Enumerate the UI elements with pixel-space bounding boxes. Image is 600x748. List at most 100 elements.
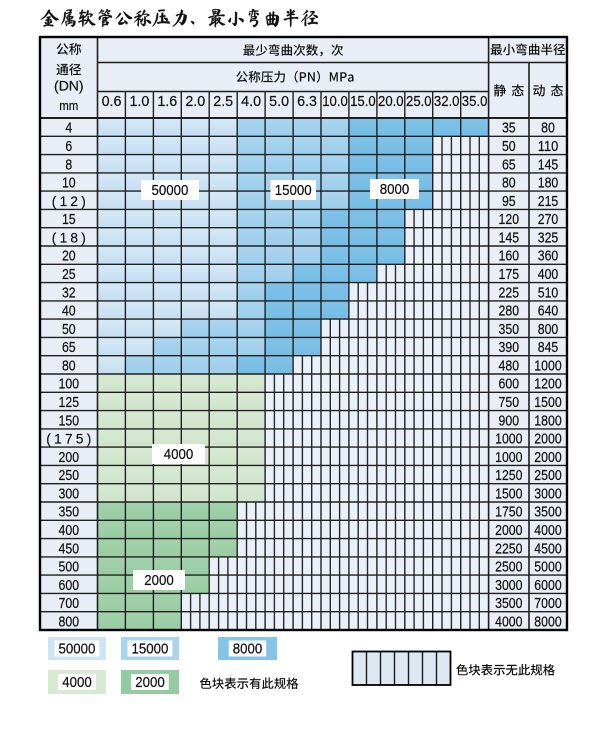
svg-text:180: 180 (538, 176, 559, 192)
svg-text:4500: 4500 (534, 541, 561, 557)
svg-text:280: 280 (499, 304, 520, 320)
svg-text:25: 25 (62, 267, 76, 283)
svg-text:6: 6 (65, 139, 72, 155)
svg-text:4.0: 4.0 (241, 94, 261, 110)
svg-text:65: 65 (502, 157, 516, 173)
svg-text:1.6: 1.6 (157, 94, 177, 110)
svg-text:32: 32 (62, 285, 76, 301)
svg-text:3000: 3000 (495, 578, 522, 594)
svg-text:2000: 2000 (135, 675, 165, 691)
svg-text:mm: mm (59, 98, 78, 113)
svg-text:20.0: 20.0 (378, 94, 404, 110)
svg-text:65: 65 (62, 340, 76, 356)
svg-text:2000: 2000 (495, 523, 522, 539)
svg-text:15000: 15000 (275, 183, 312, 199)
svg-text:50000: 50000 (59, 642, 96, 658)
svg-text:2.5: 2.5 (213, 94, 233, 110)
svg-text:700: 700 (59, 596, 80, 612)
svg-text:40: 40 (62, 304, 76, 320)
svg-text:110: 110 (538, 139, 559, 155)
svg-text:0.6: 0.6 (102, 94, 122, 110)
svg-text:480: 480 (499, 359, 520, 375)
svg-text:8000: 8000 (534, 615, 561, 631)
svg-text:5000: 5000 (534, 560, 561, 576)
svg-text:900: 900 (499, 413, 520, 429)
svg-text:3000: 3000 (534, 487, 561, 503)
svg-text:5.0: 5.0 (269, 94, 289, 110)
svg-text:400: 400 (538, 267, 559, 283)
svg-text:25.0: 25.0 (406, 94, 432, 110)
svg-text:160: 160 (499, 249, 520, 265)
svg-text:640: 640 (538, 304, 559, 320)
svg-text:1750: 1750 (495, 505, 522, 521)
svg-text:450: 450 (59, 541, 80, 557)
svg-text:1000: 1000 (495, 450, 522, 466)
svg-text:600: 600 (499, 377, 520, 393)
svg-text:1800: 1800 (534, 413, 561, 429)
svg-text:2000: 2000 (534, 432, 561, 448)
svg-text:400: 400 (59, 523, 80, 539)
svg-text:1200: 1200 (534, 377, 561, 393)
svg-text:8: 8 (65, 157, 72, 173)
svg-text:50: 50 (62, 322, 76, 338)
svg-text:35: 35 (502, 121, 516, 137)
svg-text:3500: 3500 (534, 505, 561, 521)
svg-text:3500: 3500 (495, 596, 522, 612)
svg-text:250: 250 (59, 468, 80, 484)
svg-text:1000: 1000 (495, 432, 522, 448)
svg-text:7000: 7000 (534, 596, 561, 612)
svg-text:80: 80 (502, 176, 516, 192)
svg-text:1500: 1500 (495, 487, 522, 503)
svg-text:32.0: 32.0 (434, 94, 460, 110)
svg-text:4000: 4000 (164, 447, 194, 463)
svg-text:1.0: 1.0 (129, 94, 149, 110)
svg-text:4000: 4000 (495, 615, 522, 631)
svg-text:2.0: 2.0 (185, 94, 205, 110)
svg-text:20: 20 (62, 249, 76, 265)
svg-text:100: 100 (59, 377, 80, 393)
svg-text:750: 750 (499, 395, 520, 411)
svg-text:2500: 2500 (495, 560, 522, 576)
svg-text:(175): (175) (46, 432, 91, 447)
svg-text:8000: 8000 (233, 642, 263, 658)
svg-text:800: 800 (538, 322, 559, 338)
svg-text:4000: 4000 (534, 523, 561, 539)
svg-text:350: 350 (59, 505, 80, 521)
svg-text:500: 500 (59, 560, 80, 576)
svg-text:1000: 1000 (534, 359, 561, 375)
svg-text:2000: 2000 (534, 450, 561, 466)
svg-text:10: 10 (62, 176, 76, 192)
svg-text:1250: 1250 (495, 468, 522, 484)
svg-text:8000: 8000 (380, 182, 410, 198)
svg-text:145: 145 (499, 231, 520, 247)
svg-text:175: 175 (499, 267, 520, 283)
svg-text:6.3: 6.3 (297, 94, 317, 110)
svg-text:200: 200 (59, 450, 80, 466)
svg-text:325: 325 (538, 231, 559, 247)
svg-text:145: 145 (538, 157, 559, 173)
svg-text:4: 4 (65, 121, 72, 137)
svg-text:225: 225 (499, 285, 520, 301)
svg-text:15: 15 (62, 212, 76, 228)
svg-text:6000: 6000 (534, 578, 561, 594)
svg-text:15.0: 15.0 (350, 94, 376, 110)
svg-text:510: 510 (538, 285, 559, 301)
svg-text:800: 800 (59, 615, 80, 631)
svg-text:360: 360 (538, 249, 559, 265)
svg-text:600: 600 (59, 578, 80, 594)
svg-text:270: 270 (538, 212, 559, 228)
svg-text:215: 215 (538, 194, 559, 210)
svg-text:390: 390 (499, 340, 520, 356)
svg-text:80: 80 (62, 359, 76, 375)
svg-text:80: 80 (541, 121, 555, 137)
svg-text:4000: 4000 (62, 675, 92, 691)
svg-text:15000: 15000 (132, 642, 169, 658)
svg-text:125: 125 (59, 395, 80, 411)
svg-text:300: 300 (59, 487, 80, 503)
svg-text:150: 150 (59, 413, 80, 429)
svg-text:(DN): (DN) (54, 78, 84, 94)
svg-text:2250: 2250 (495, 541, 522, 557)
svg-text:350: 350 (499, 322, 520, 338)
svg-text:50: 50 (502, 139, 516, 155)
svg-text:2500: 2500 (534, 468, 561, 484)
